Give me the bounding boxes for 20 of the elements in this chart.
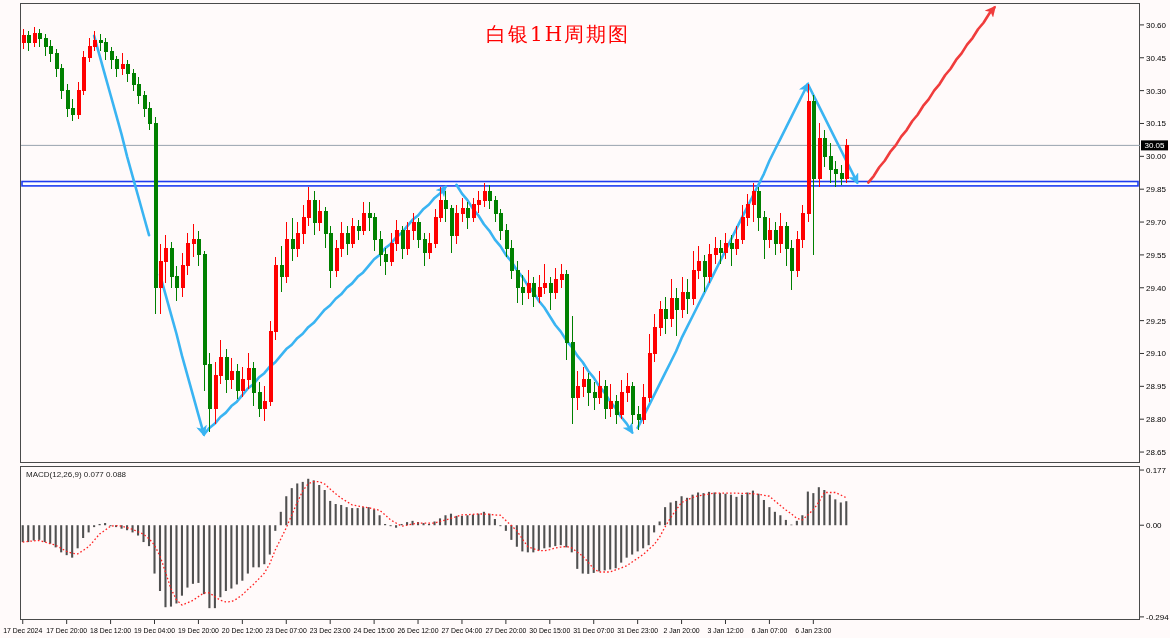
y-tick-label: 0.00 [1146, 521, 1163, 531]
y-tick-label: 28.80 [1146, 415, 1167, 425]
y-tick-label: 0.177 [1146, 466, 1167, 476]
text: 白银1H周期图 [485, 22, 631, 46]
ref-line-label: 30.05 [1144, 141, 1166, 151]
y-tick-label: -0.294 [1146, 612, 1170, 622]
y-tick-label: 30.30 [1146, 86, 1167, 96]
text: MACD(12,26,9) 0.077 0.088 [26, 470, 127, 479]
y-tick-label: 30.60 [1146, 20, 1167, 30]
y-tick-label: 29.70 [1146, 218, 1167, 228]
y-tick-label: 30.45 [1146, 53, 1167, 63]
y-tick-label: 29.85 [1146, 185, 1167, 195]
y-tick-label: 29.40 [1146, 283, 1167, 293]
y-tick-label: 29.55 [1146, 250, 1167, 260]
y-tick-label: 28.65 [1146, 448, 1167, 458]
y-tick-label: 30.15 [1146, 119, 1167, 129]
y-tick-label: 28.95 [1146, 382, 1167, 392]
y-tick-label: 29.25 [1146, 316, 1167, 326]
y-tick-label: 30.00 [1146, 152, 1167, 162]
y-tick-label: 29.10 [1146, 349, 1167, 359]
